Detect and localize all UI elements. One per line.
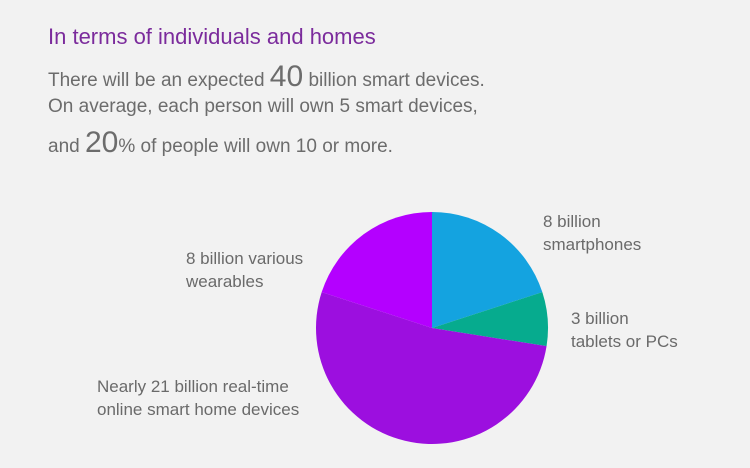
intro-line-2: On average, each person will own 5 smart… [48,96,478,117]
intro-line-3-start: and [48,136,85,157]
slice-label-wearables: 8 billion various wearables [186,249,304,291]
pie-slice-smartphones [432,212,543,328]
intro-line-1-end: billion smart devices. [303,70,485,91]
slice-label-smartphones: 8 billion smartphones [543,212,642,254]
pie-slice-smart-home [316,292,547,444]
total-devices-number: 40 [269,60,304,93]
intro-line-3-end: % of people will own 10 or more. [118,136,393,157]
intro-line-1-start: There will be an expected [48,70,270,91]
pie-slice-wearables [321,212,432,328]
pie-slice-tablets [432,292,548,347]
intro-line-3: and 20% of people will own 10 or more. [48,128,708,160]
intro-line-1: There will be an expected 40 billion sma… [48,62,708,94]
slice-label-tablets: 3 billion tablets or PCs [571,309,678,351]
page-title: In terms of individuals and homes [48,24,376,49]
percent-number: 20 [84,126,119,159]
intro-text: There will be an expected 40 billion sma… [48,62,708,160]
slice-label-smart-home: Nearly 21 billion real-time online smart… [97,377,300,419]
